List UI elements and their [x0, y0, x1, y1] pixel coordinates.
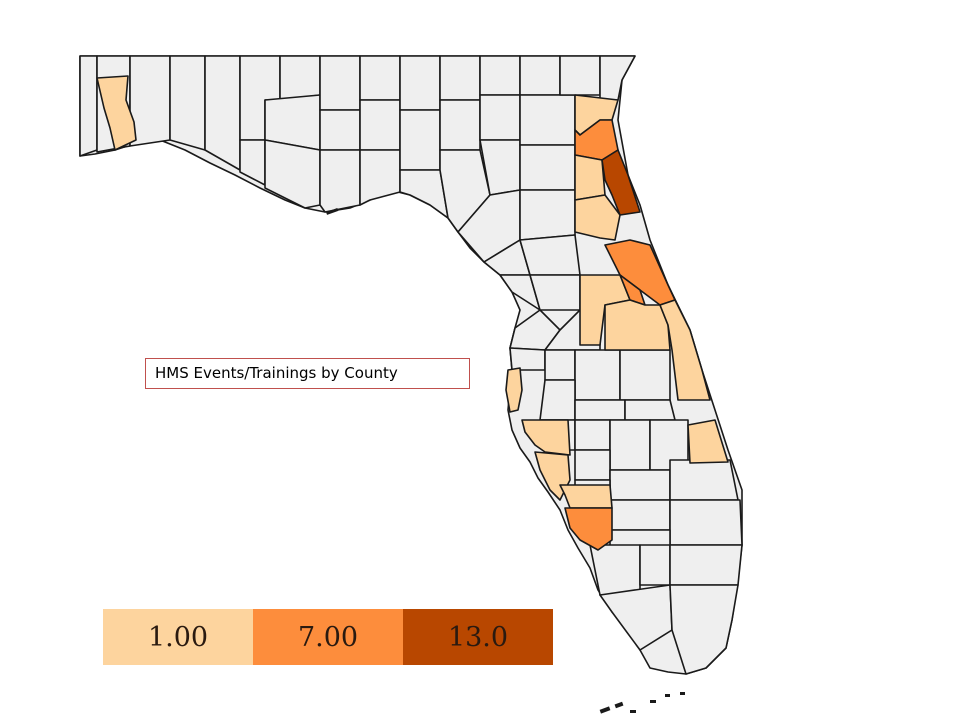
county — [479, 94, 521, 141]
county-escambia-highlight — [96, 75, 137, 151]
county — [574, 399, 626, 421]
map-title-box: HMS Events/Trainings by County — [145, 358, 470, 389]
map-title: HMS Events/Trainings by County — [155, 364, 398, 382]
county — [669, 459, 739, 501]
county — [519, 94, 576, 146]
county — [319, 55, 361, 111]
county — [79, 55, 98, 157]
county — [359, 55, 401, 101]
county — [539, 379, 576, 421]
county-stlucie-highlight — [687, 419, 729, 464]
county-boundaries-layer — [79, 55, 743, 675]
county-manatee-highlight — [521, 419, 571, 456]
county — [519, 189, 576, 241]
legend: 1.00 7.00 13.0 — [103, 609, 553, 665]
county — [519, 55, 561, 96]
county — [544, 349, 576, 381]
legend-swatch-low: 1.00 — [103, 609, 253, 665]
county — [574, 449, 611, 481]
county — [399, 55, 441, 111]
county — [264, 139, 321, 209]
county — [669, 544, 743, 586]
county — [279, 55, 321, 101]
legend-label-low: 1.00 — [147, 621, 209, 653]
legend-label-high: 13.0 — [447, 621, 509, 653]
county — [669, 499, 743, 546]
county — [619, 349, 671, 401]
county-brevard-highlight — [659, 299, 711, 401]
county — [439, 99, 481, 151]
county — [559, 55, 601, 96]
keys-islands — [326, 208, 685, 714]
legend-label-mid: 7.00 — [297, 621, 359, 653]
county — [519, 144, 576, 191]
county — [574, 419, 611, 451]
legend-swatch-mid: 7.00 — [253, 609, 403, 665]
county-lee-highlight — [564, 507, 613, 551]
county — [439, 55, 481, 101]
county-stjohns-highlight — [601, 149, 641, 216]
county — [129, 55, 171, 147]
county — [359, 149, 401, 206]
county — [574, 349, 621, 401]
county — [479, 55, 521, 96]
county — [609, 499, 671, 531]
county-pinellas-highlight — [505, 367, 523, 413]
county — [509, 347, 546, 371]
county-putnam-highlight — [574, 194, 621, 241]
county-clay-highlight — [574, 154, 606, 201]
county — [609, 469, 671, 501]
county — [624, 399, 676, 421]
county — [399, 109, 441, 171]
county — [359, 99, 401, 151]
county — [319, 109, 361, 151]
county — [669, 584, 739, 675]
county — [599, 584, 673, 651]
county — [599, 55, 636, 101]
county — [609, 419, 651, 471]
county — [639, 544, 671, 586]
county — [319, 149, 361, 213]
county — [519, 234, 581, 276]
county — [204, 55, 241, 171]
county — [169, 55, 206, 151]
legend-swatch-high: 13.0 — [403, 609, 553, 665]
